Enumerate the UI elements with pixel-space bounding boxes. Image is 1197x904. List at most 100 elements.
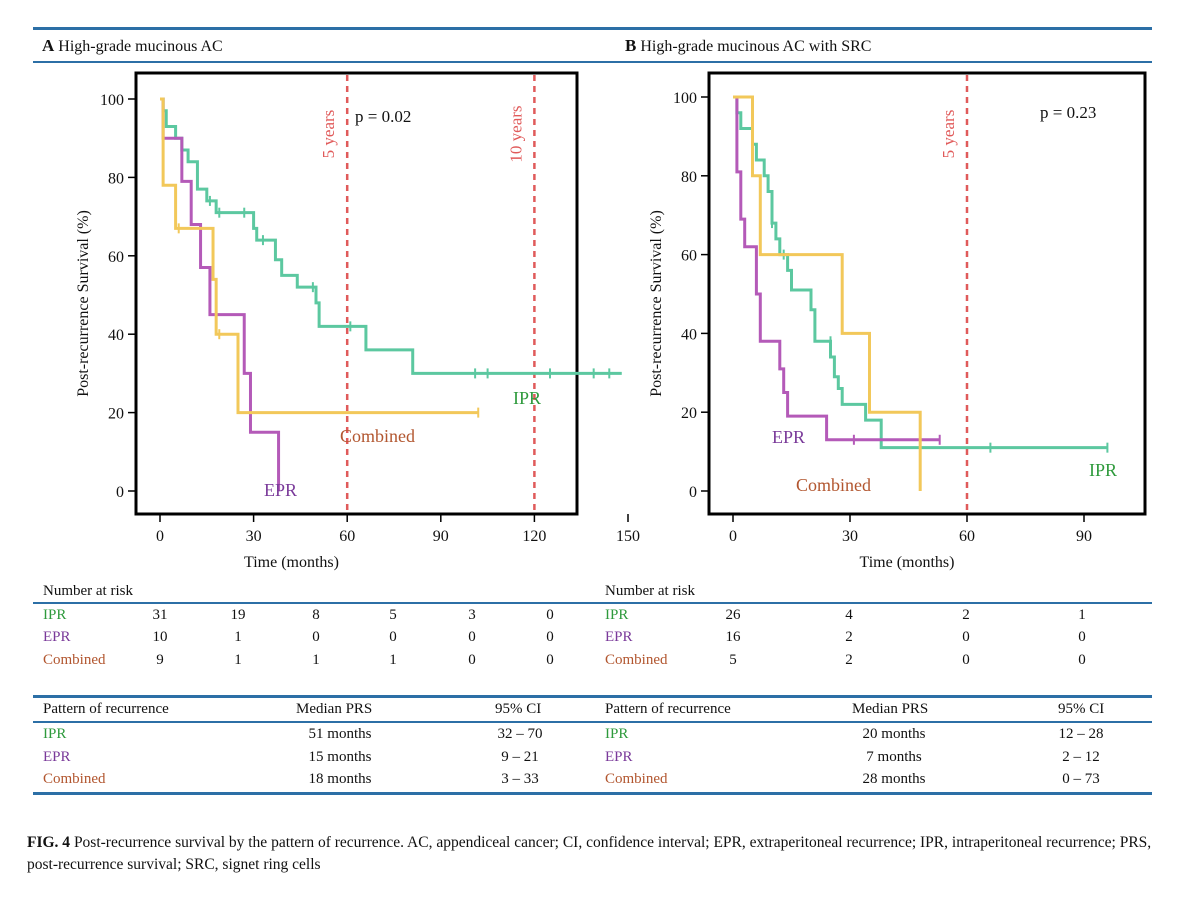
median-a-row-label-ipr: IPR bbox=[43, 726, 67, 742]
km-charts: 0 30 60 90 120 150 0 20 40 60 80 100 Time (months) Po… bbox=[75, 71, 1147, 571]
median-header-ci-a: 95% CI bbox=[495, 701, 542, 717]
panel-b-comb-curve bbox=[733, 95, 922, 491]
panel-a-ytick-label: 60 bbox=[108, 249, 124, 266]
panel-b-ytick-label: 40 bbox=[681, 326, 697, 343]
risk-b-value: 2 bbox=[962, 607, 970, 623]
panel-a-xtick-label: 150 bbox=[616, 528, 640, 545]
panel-a-xtick-label: 30 bbox=[246, 528, 262, 545]
risk-a-row-label-comb: Combined bbox=[43, 652, 106, 668]
panel-b-epr-series-label: EPR bbox=[772, 427, 805, 447]
panel-b-xtick-label: 30 bbox=[842, 528, 858, 545]
median-a-prs-value: 15 months bbox=[308, 749, 372, 765]
median-a-prs-value: 18 months bbox=[308, 771, 372, 787]
panel-a-title: A High-grade mucinous AC bbox=[42, 36, 223, 56]
risk-a-value: 9 bbox=[156, 652, 164, 668]
median-header-median-b: Median PRS bbox=[852, 701, 929, 717]
panel-b-title: B High-grade mucinous AC with SRC bbox=[625, 36, 871, 56]
median-header-pattern-b: Pattern of recurrence bbox=[605, 701, 731, 717]
risk-b-row-label-epr: EPR bbox=[605, 629, 633, 645]
risk-header-a: Number at risk bbox=[43, 583, 133, 599]
panel-b-plot-frame bbox=[707, 71, 1147, 516]
median-b-prs-value: 7 months bbox=[866, 749, 922, 765]
median-a-ci-value: 32 – 70 bbox=[497, 726, 543, 742]
risk-b-value: 4 bbox=[845, 607, 853, 623]
risk-a-value: 31 bbox=[152, 607, 168, 623]
median-b-row-label-epr: EPR bbox=[605, 749, 633, 765]
risk-a-value: 0 bbox=[389, 629, 397, 645]
risk-a-value: 5 bbox=[389, 607, 397, 623]
risk-a-value: 0 bbox=[468, 652, 476, 668]
panel-b-ytick-label: 60 bbox=[681, 248, 697, 265]
panel-a-comb-series-label: Combined bbox=[340, 426, 415, 446]
median-a-ci-value: 9 – 21 bbox=[501, 749, 539, 765]
panel-a-ylabel: Post-recurrence Survival (%) bbox=[75, 210, 92, 397]
panel-b-xtick-label: 0 bbox=[729, 528, 737, 545]
median-b-ci-value: 12 – 28 bbox=[1058, 726, 1104, 742]
risk-a-value: 1 bbox=[234, 629, 242, 645]
panel-b-ref-label-60: 5 years bbox=[939, 110, 958, 159]
risk-b-row-label-ipr: IPR bbox=[605, 607, 629, 623]
risk-a-row-label-epr: EPR bbox=[43, 629, 71, 645]
risk-a-value: 0 bbox=[546, 629, 554, 645]
panel-a-plot-frame bbox=[134, 71, 579, 516]
risk-a-value: 0 bbox=[468, 629, 476, 645]
median-b-prs-value: 28 months bbox=[862, 771, 926, 787]
panel-a-epr-curve bbox=[160, 97, 281, 491]
median-header-median-a: Median PRS bbox=[296, 701, 373, 717]
risk-header-b: Number at risk bbox=[605, 583, 695, 599]
panel-b-letter: B bbox=[625, 36, 637, 55]
median-b-ci-value: 2 – 12 bbox=[1062, 749, 1100, 765]
median-a-ci-value: 3 – 33 bbox=[501, 771, 539, 787]
median-a-row-label-epr: EPR bbox=[43, 749, 71, 765]
median-b-row-label-ipr: IPR bbox=[605, 726, 629, 742]
panel-b-ytick-label: 100 bbox=[673, 90, 697, 107]
risk-b-value: 0 bbox=[962, 652, 970, 668]
panel-a-ytick-label: 20 bbox=[108, 406, 124, 423]
caption-label: FIG. 4 bbox=[27, 834, 71, 851]
risk-b-value: 2 bbox=[845, 652, 853, 668]
panel-b-ylabel: Post-recurrence Survival (%) bbox=[648, 210, 665, 397]
median-a-row-label-comb: Combined bbox=[43, 771, 106, 787]
risk-b-value: 5 bbox=[729, 652, 737, 668]
panel-a-ytick-label: 100 bbox=[100, 92, 124, 109]
panel-a-ytick-label: 80 bbox=[108, 170, 124, 187]
risk-a-value: 0 bbox=[546, 607, 554, 623]
panel-b-epr-curve bbox=[733, 95, 940, 442]
panel-a-xtick-label: 90 bbox=[433, 528, 449, 545]
panel-a-ref-label-120: 10 years bbox=[506, 105, 525, 162]
risk-b-value: 0 bbox=[1078, 652, 1086, 668]
panel-a-ref-label-60: 5 years bbox=[319, 110, 338, 159]
panel-a-letter: A bbox=[42, 36, 55, 55]
panel-b-xtick-label: 60 bbox=[959, 528, 975, 545]
risk-b-value: 16 bbox=[725, 629, 741, 645]
risk-b-value: 26 bbox=[725, 607, 741, 623]
median-header-ci-b: 95% CI bbox=[1058, 701, 1105, 717]
risk-a-value: 0 bbox=[546, 652, 554, 668]
figure-caption: FIG. 4 Post-recurrence survival by the p… bbox=[27, 832, 1177, 876]
panel-a-xtick-label: 60 bbox=[339, 528, 355, 545]
panel-b-xlabel: Time (months) bbox=[860, 554, 955, 571]
risk-b-value: 2 bbox=[845, 629, 853, 645]
risk-a-value: 0 bbox=[312, 629, 320, 645]
risk-a-value: 1 bbox=[312, 652, 320, 668]
risk-b-row-label-comb: Combined bbox=[605, 652, 668, 668]
panel-a-ytick-label: 40 bbox=[108, 327, 124, 344]
panel-a-ipr-curve bbox=[160, 97, 622, 375]
median-b-row-label-comb: Combined bbox=[605, 771, 668, 787]
panel-b-ytick-label: 20 bbox=[681, 405, 697, 422]
panel-a-pvalue: p = 0.02 bbox=[355, 107, 411, 126]
panel-a-ipr-series-label: IPR bbox=[513, 388, 541, 408]
median-header-pattern-a: Pattern of recurrence bbox=[43, 701, 169, 717]
panel-a-title-text: High-grade mucinous AC bbox=[58, 38, 223, 55]
panel-a-xtick-label: 120 bbox=[522, 528, 546, 545]
risk-a-row-label-ipr: IPR bbox=[43, 607, 67, 623]
panel-b-comb-series-label: Combined bbox=[796, 475, 871, 495]
risk-b-value: 0 bbox=[962, 629, 970, 645]
median-a-prs-value: 51 months bbox=[308, 726, 372, 742]
risk-b-value: 0 bbox=[1078, 629, 1086, 645]
risk-a-value: 1 bbox=[234, 652, 242, 668]
median-b-ci-value: 0 – 73 bbox=[1062, 771, 1100, 787]
risk-b-value: 1 bbox=[1078, 607, 1086, 623]
risk-a-value: 19 bbox=[230, 607, 246, 623]
panel-b-ipr-series-label: IPR bbox=[1089, 460, 1117, 480]
